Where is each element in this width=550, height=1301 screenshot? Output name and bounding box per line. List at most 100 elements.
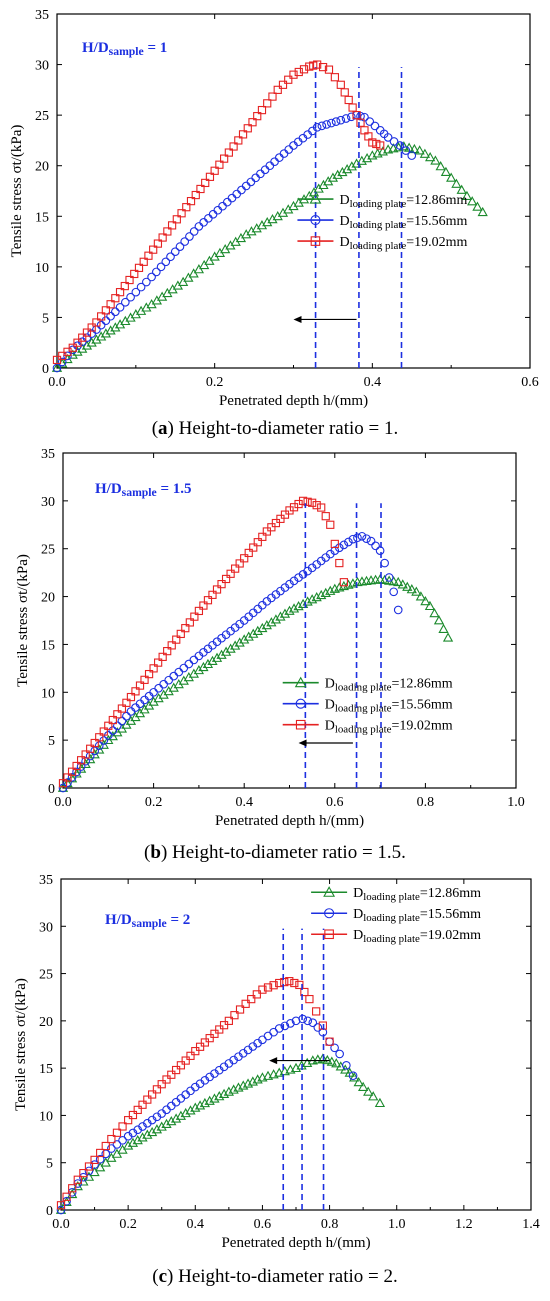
data-point [325,585,336,595]
data-point [303,497,312,506]
data-point [331,1058,342,1068]
data-point [117,716,127,726]
data-point [324,65,334,74]
data-point [305,994,314,1004]
data-point [162,1105,171,1115]
data-point [202,658,214,669]
data-point [384,573,394,582]
series-circle [58,531,403,793]
data-point [87,323,96,332]
y-tick-label: 30 [39,920,53,935]
data-point [67,767,77,776]
shift-arrow-head [293,315,302,323]
series-triangle [55,1053,386,1214]
data-point [388,576,399,586]
data-point [279,149,289,158]
data-point [224,148,233,157]
data-point [366,536,376,546]
data-point [95,733,104,742]
data-point [461,190,473,200]
data-point [94,741,104,751]
data-point [171,1097,181,1107]
legend-label: Dloading plate=15.56mm [325,698,453,715]
data-point [252,990,261,999]
data-point [234,136,243,145]
x-tick-label: 0.4 [364,375,382,390]
data-point [139,257,148,266]
data-point [146,1126,158,1137]
plot-frame [62,452,517,789]
data-point [243,631,254,641]
data-point [217,580,226,589]
data-point [446,172,457,182]
data-point [322,1054,333,1065]
y-tick-label: 25 [41,543,55,558]
caption-b: (b) Height-to-diameter ratio = 1.5. [144,842,406,863]
data-point [320,587,331,598]
x-axis-label: Penetrated depth h/(mm) [215,813,364,829]
data-point [244,548,253,558]
data-point [215,160,224,169]
data-point [370,121,380,131]
data-point [194,606,204,616]
series-triangle [51,141,488,372]
data-point [184,659,194,669]
data-point [419,148,431,158]
data-point [342,1060,351,1070]
data-point [158,652,167,661]
data-point [303,1016,313,1026]
x-tick-label: 0.6 [326,795,344,810]
data-point [157,1080,166,1089]
data-point [163,227,172,236]
data-point [266,617,277,627]
caption-c-letter: c [158,1266,168,1287]
data-point [371,541,380,551]
data-point [118,1122,127,1131]
data-point [158,233,167,242]
data-point [190,612,199,621]
data-point [198,661,209,672]
data-point [135,681,145,690]
data-point [368,1091,379,1101]
data-point [125,275,134,285]
data-point [379,574,390,584]
y-tick-label: 0 [48,782,55,797]
data-point [321,512,330,521]
data-point [167,1070,176,1079]
data-point [140,675,149,684]
data-point [71,768,82,778]
data-point [161,257,171,267]
data-point [271,518,281,528]
data-point [278,80,288,89]
legend-marker [295,719,306,730]
y-tick-label: 15 [41,638,55,653]
data-point [108,715,117,725]
data-point [166,1116,177,1126]
data-point [196,184,205,194]
data-point [383,133,393,142]
data-point [113,721,122,731]
data-point [341,164,353,174]
y-tick-label: 5 [48,734,55,749]
data-point [108,726,118,735]
data-point [52,363,62,373]
data-point [406,584,417,594]
data-point [284,605,295,615]
y-tick-label: 25 [39,968,53,983]
data-point [162,1075,171,1084]
data-point [203,596,213,605]
data-point [152,1085,162,1094]
y-tick-label: 5 [46,1157,53,1172]
data-point [467,196,478,206]
data-point [442,632,454,642]
data-point [130,269,139,279]
series-circle [56,1014,358,1215]
y-tick-label: 0 [46,1204,53,1219]
data-point [181,624,190,633]
data-point [346,161,357,171]
data-point [215,1025,224,1034]
data-point [232,189,242,199]
data-point [169,671,179,681]
data-point [181,1090,191,1099]
data-point [353,533,362,543]
